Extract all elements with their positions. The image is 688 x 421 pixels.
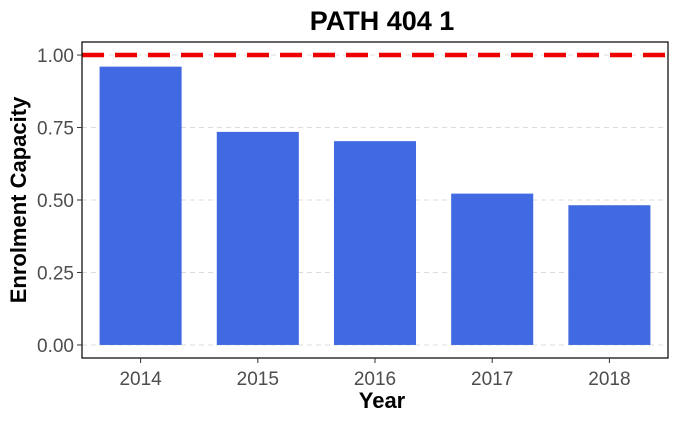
y-tick-label: 0.75 (37, 119, 74, 140)
x-axis-ticks: 2014 2015 2016 2017 2018 (119, 358, 631, 390)
x-tick-label: 2016 (354, 369, 396, 390)
y-tick-label: 0.25 (37, 263, 74, 284)
bar-2015 (216, 131, 299, 345)
y-tick-label: 0.00 (37, 336, 74, 357)
x-tick-label: 2018 (588, 369, 630, 390)
y-axis-ticks: 0.00 0.25 0.50 0.75 1.00 (37, 46, 82, 357)
y-axis-title: Enrolment Capacity (6, 96, 31, 303)
x-tick-label: 2014 (119, 369, 162, 390)
bar-2017 (451, 193, 534, 345)
x-tick-label: 2015 (237, 369, 279, 390)
x-tick-label: 2017 (471, 369, 513, 390)
y-tick-label: 1.00 (37, 46, 74, 67)
bar-2018 (568, 205, 651, 345)
bars (99, 66, 651, 345)
chart-title: PATH 404 1 (310, 6, 455, 36)
bar-2016 (333, 141, 417, 345)
bar-2014 (99, 66, 182, 345)
x-axis-title: Year (359, 388, 406, 413)
y-tick-label: 0.50 (37, 191, 74, 212)
